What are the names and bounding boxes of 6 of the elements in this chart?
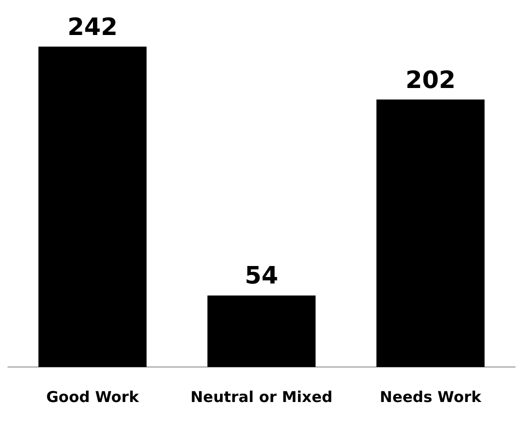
data-label: 202 xyxy=(405,66,456,94)
data-label: 242 xyxy=(67,12,118,41)
x-tick-label: Good Work xyxy=(46,388,140,406)
x-tick-label: Needs Work xyxy=(380,388,482,406)
data-label: 54 xyxy=(244,262,278,290)
x-tick-label: Neutral or Mixed xyxy=(190,388,333,406)
